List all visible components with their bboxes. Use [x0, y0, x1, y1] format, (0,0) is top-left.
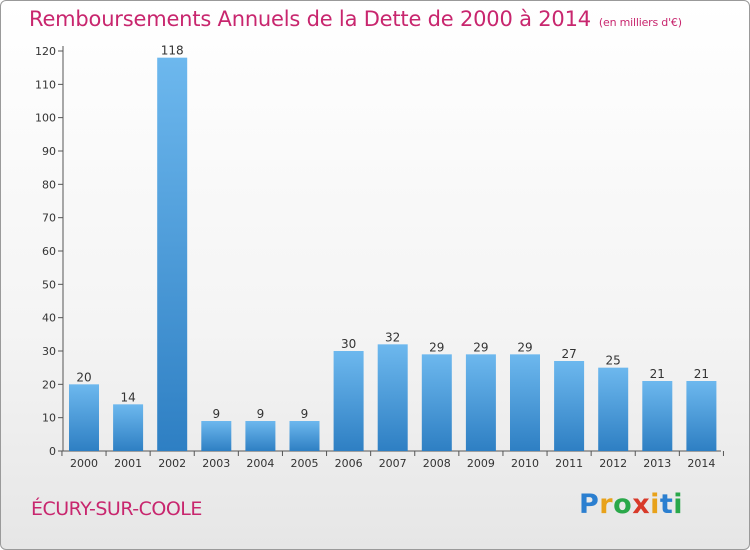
chart-title: Remboursements Annuels de la Dette de 20…: [29, 7, 682, 31]
x-tick-label-2002: 2002: [158, 457, 186, 470]
x-tick-label-2001: 2001: [114, 457, 142, 470]
logo-letter: o: [613, 489, 633, 520]
bar-2011: [554, 361, 585, 451]
bar-2012: [598, 367, 629, 451]
data-label-2014: 21: [694, 367, 709, 381]
y-tick-label: 20: [42, 378, 56, 391]
y-tick-label: 80: [42, 178, 56, 191]
y-tick-label: 30: [42, 345, 56, 358]
y-tick-label: 40: [42, 312, 56, 325]
y-tick-label: 110: [35, 78, 56, 91]
logo-letter: P: [579, 489, 600, 520]
logo-letter: x: [632, 489, 651, 520]
bar-2010: [510, 354, 540, 451]
bar-2002: [157, 57, 188, 452]
y-tick-label: 100: [35, 112, 56, 125]
x-tick-label-2012: 2012: [599, 457, 627, 470]
bar-2006: [333, 351, 364, 451]
x-tick-label-2010: 2010: [511, 457, 539, 470]
x-tick-label-2007: 2007: [379, 457, 407, 470]
y-tick-label: 70: [42, 212, 56, 225]
data-label-2000: 20: [76, 370, 91, 384]
data-label-2002: 118: [161, 44, 184, 58]
x-tick-label-2011: 2011: [555, 457, 583, 470]
chart-subtitle: (en milliers d'€): [598, 16, 682, 29]
logo-letter: r: [599, 489, 614, 520]
x-tick-label-2003: 2003: [202, 457, 230, 470]
bar-2014: [686, 381, 717, 451]
data-label-2004: 9: [257, 407, 265, 421]
x-tick-label-2009: 2009: [467, 457, 495, 470]
data-label-2008: 29: [429, 340, 444, 354]
data-labels: 20 14 118 9 9 9 30 32 29 29 29 27 25 21 21: [76, 44, 709, 421]
bar-2004: [245, 421, 276, 451]
bar-2003: [201, 421, 232, 451]
x-tick-label-2005: 2005: [291, 457, 319, 470]
x-tick-label-2004: 2004: [246, 457, 274, 470]
commune-name: ÉCURY-SUR-COOLE: [31, 498, 202, 520]
y-axis: 0 10 20 30 40 50 60 70 80 90 100 110 120: [35, 45, 64, 458]
y-tick-label: 0: [49, 445, 56, 458]
data-label-2011: 27: [561, 347, 576, 361]
y-tick-label: 60: [42, 245, 56, 258]
data-label-2010: 29: [517, 340, 532, 354]
y-tick-label: 120: [35, 45, 56, 58]
data-label-2005: 9: [301, 407, 309, 421]
bars: [69, 57, 717, 452]
bar-2007: [377, 344, 408, 451]
data-label-2003: 9: [212, 407, 220, 421]
title-text: Remboursements Annuels de la Dette de 20…: [29, 7, 591, 31]
bar-2013: [642, 381, 673, 451]
x-tick-label-2014: 2014: [687, 457, 715, 470]
bar-2001: [113, 404, 144, 451]
data-label-2001: 14: [120, 390, 135, 404]
x-axis: 2000 2001 2002 2003 2004 2005 2006 2007 2008 2009…: [61, 450, 724, 470]
data-label-2012: 25: [606, 354, 621, 368]
bar-2000: [69, 384, 99, 451]
proxiti-logo[interactable]: Proxiti: [579, 489, 683, 520]
y-tick-label: 50: [42, 278, 56, 291]
x-tick-label-2008: 2008: [423, 457, 451, 470]
logo-letter: i: [650, 489, 660, 520]
x-tick-label-2000: 2000: [70, 457, 98, 470]
x-tick-label-2013: 2013: [643, 457, 671, 470]
y-tick-label: 90: [42, 145, 56, 158]
x-tick-label-2006: 2006: [335, 457, 363, 470]
logo-letter: i: [673, 489, 684, 520]
y-tick-label: 10: [42, 412, 56, 425]
data-label-2013: 21: [650, 367, 665, 381]
bar-2009: [465, 354, 496, 451]
bar-2005: [289, 421, 320, 451]
logo-letter: t: [659, 489, 674, 520]
data-label-2007: 32: [385, 330, 400, 344]
data-label-2006: 30: [341, 337, 356, 351]
bar-2008: [421, 354, 452, 451]
data-label-2009: 29: [473, 340, 488, 354]
